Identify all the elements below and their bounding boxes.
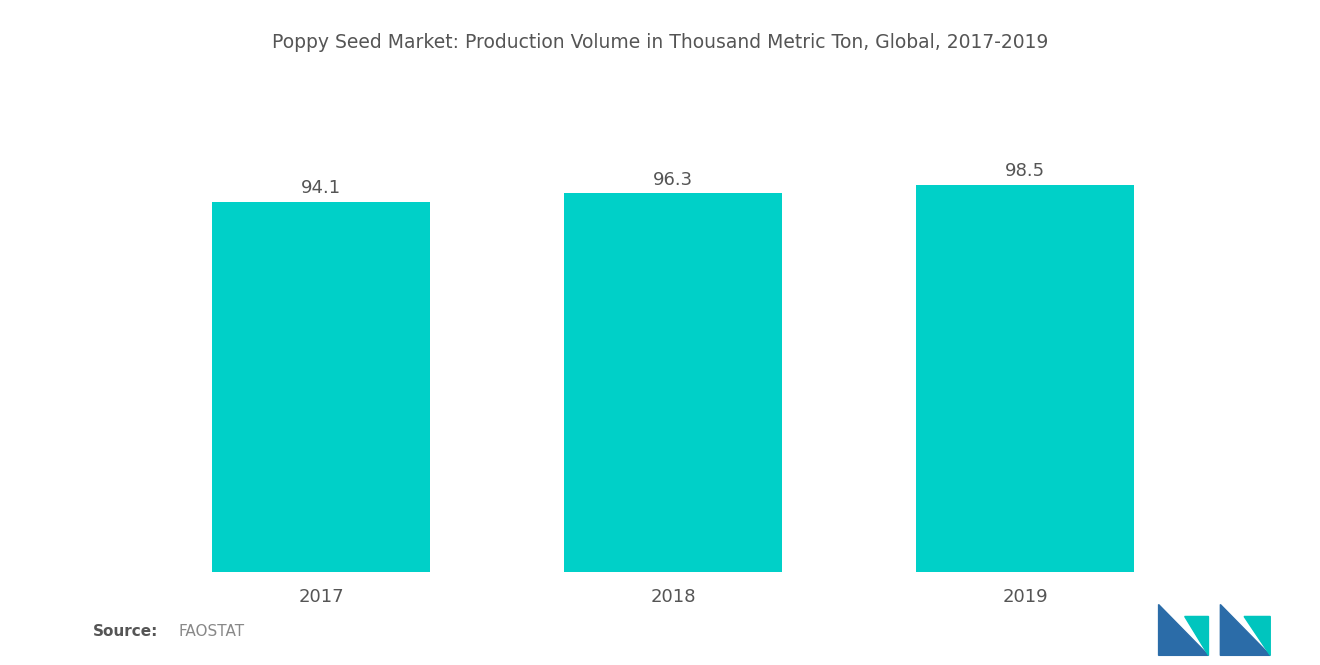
Polygon shape — [1159, 604, 1209, 656]
Polygon shape — [1220, 604, 1270, 656]
Text: 96.3: 96.3 — [653, 170, 693, 188]
Bar — [916, 185, 1134, 572]
Text: 94.1: 94.1 — [301, 179, 342, 197]
Text: 98.5: 98.5 — [1005, 162, 1045, 180]
Text: Poppy Seed Market: Production Volume in Thousand Metric Ton, Global, 2017-2019: Poppy Seed Market: Production Volume in … — [272, 33, 1048, 53]
Text: FAOSTAT: FAOSTAT — [178, 624, 244, 639]
Polygon shape — [1243, 616, 1270, 656]
Bar — [564, 194, 783, 572]
Polygon shape — [1185, 616, 1209, 656]
Text: Source:: Source: — [92, 624, 158, 639]
Bar — [213, 202, 430, 572]
